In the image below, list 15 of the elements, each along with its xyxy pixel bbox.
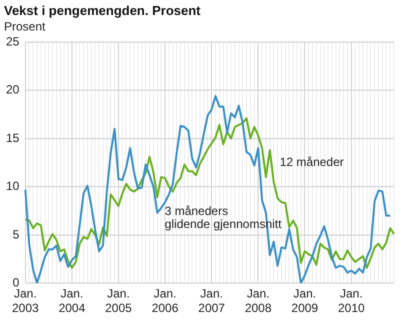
y-tick-label: 15 bbox=[6, 130, 20, 145]
x-tick-label: Jan. 2007 bbox=[198, 286, 226, 316]
y-tick-label: 10 bbox=[6, 179, 20, 194]
x-tick-label: Jan. 2005 bbox=[105, 286, 132, 316]
x-tick-label: Jan. 2009 bbox=[291, 286, 318, 316]
chart-title: Vekst i pengemengden. Prosent bbox=[4, 3, 200, 18]
y-tick-label: 25 bbox=[6, 34, 20, 48]
x-tick-label: Jan. 2008 bbox=[244, 286, 272, 316]
y-tick-label: 5 bbox=[12, 227, 20, 242]
y-tick-label: 20 bbox=[6, 82, 20, 97]
x-tick-label: Jan. 2006 bbox=[152, 286, 179, 316]
y-axis-title: Prosent bbox=[4, 19, 46, 34]
x-tick-label: Jan. 2004 bbox=[58, 286, 86, 316]
series-label: 12 måneder bbox=[280, 154, 344, 169]
x-tick-label: Jan. 2010 bbox=[338, 286, 365, 316]
